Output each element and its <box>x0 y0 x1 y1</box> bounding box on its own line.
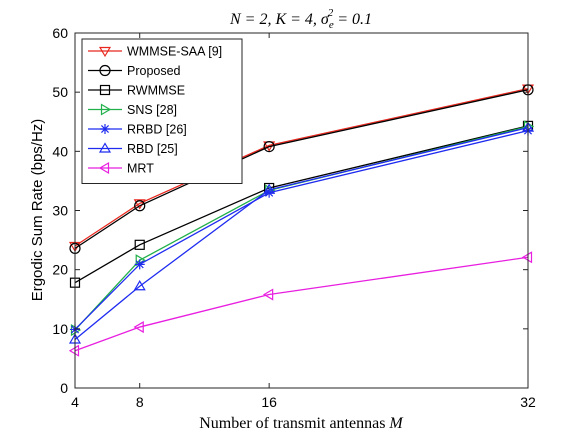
data-point <box>135 254 146 267</box>
data-point <box>263 183 276 194</box>
x-tick-label: 16 <box>261 394 277 410</box>
x-axis-label: Number of transmit antennas M <box>199 415 404 432</box>
legend-entry: RWMMSE <box>88 84 185 98</box>
legend-entry: Proposed <box>88 64 181 78</box>
y-tick-label: 50 <box>52 84 68 100</box>
axes: 4 8 16 32 0 10 20 30 40 50 60 <box>52 25 536 410</box>
legend-label: MRT <box>127 162 154 176</box>
legend: WMMSE-SAA [9] Proposed RWMMSE SNS [28] RRBD … <box>81 38 243 184</box>
legend-marker <box>98 46 112 58</box>
data-point <box>133 321 144 334</box>
data-point <box>134 259 145 270</box>
data-point <box>521 251 533 264</box>
series-line <box>74 256 529 352</box>
y-tick-label: 30 <box>52 203 68 219</box>
data-point <box>134 239 145 250</box>
x-tick-label: 8 <box>136 394 144 410</box>
series-mrt <box>68 251 533 357</box>
legend-marker <box>100 124 110 134</box>
legend-entry: RRBD [26] <box>88 123 187 137</box>
y-tick-label: 10 <box>52 321 68 337</box>
data-point <box>263 141 275 153</box>
x-tick-label: 32 <box>520 394 536 410</box>
legend-entry: RBD [25] <box>88 142 178 156</box>
legend-label: RBD [25] <box>127 142 178 156</box>
legend-label: RWMMSE <box>127 84 185 98</box>
legend-marker <box>99 64 111 77</box>
legend-entry: SNS [28] <box>88 103 177 117</box>
chart-title: N = 2, K = 4, σe2 = 0.1 <box>229 7 372 31</box>
data-point <box>133 280 146 291</box>
data-point <box>134 200 146 212</box>
series-line <box>74 127 529 340</box>
legend-entry: WMMSE-SAA [9] <box>88 45 222 59</box>
y-tick-label: 0 <box>60 380 68 396</box>
y-tick-label: 40 <box>52 143 68 159</box>
legend-marker <box>98 161 110 175</box>
series-line <box>74 125 529 284</box>
legend-marker <box>99 84 111 96</box>
legend-label: RRBD [26] <box>127 123 187 137</box>
legend-label: WMMSE-SAA [9] <box>127 45 222 59</box>
y-tick-label: 20 <box>52 262 68 278</box>
legend-label: Proposed <box>127 64 181 78</box>
x-tick-label: 4 <box>71 394 79 410</box>
legend-box <box>81 38 243 184</box>
y-axis-label: Ergodic Sum Rate (bps/Hz) <box>29 119 46 302</box>
legend-entry: MRT <box>88 162 154 176</box>
y-tick-label: 60 <box>52 25 68 41</box>
legend-marker <box>100 103 112 116</box>
data-point <box>262 288 274 301</box>
data-point <box>68 344 80 357</box>
legend-marker <box>98 142 112 153</box>
legend-label: SNS [28] <box>127 103 177 117</box>
series-line <box>74 129 529 330</box>
